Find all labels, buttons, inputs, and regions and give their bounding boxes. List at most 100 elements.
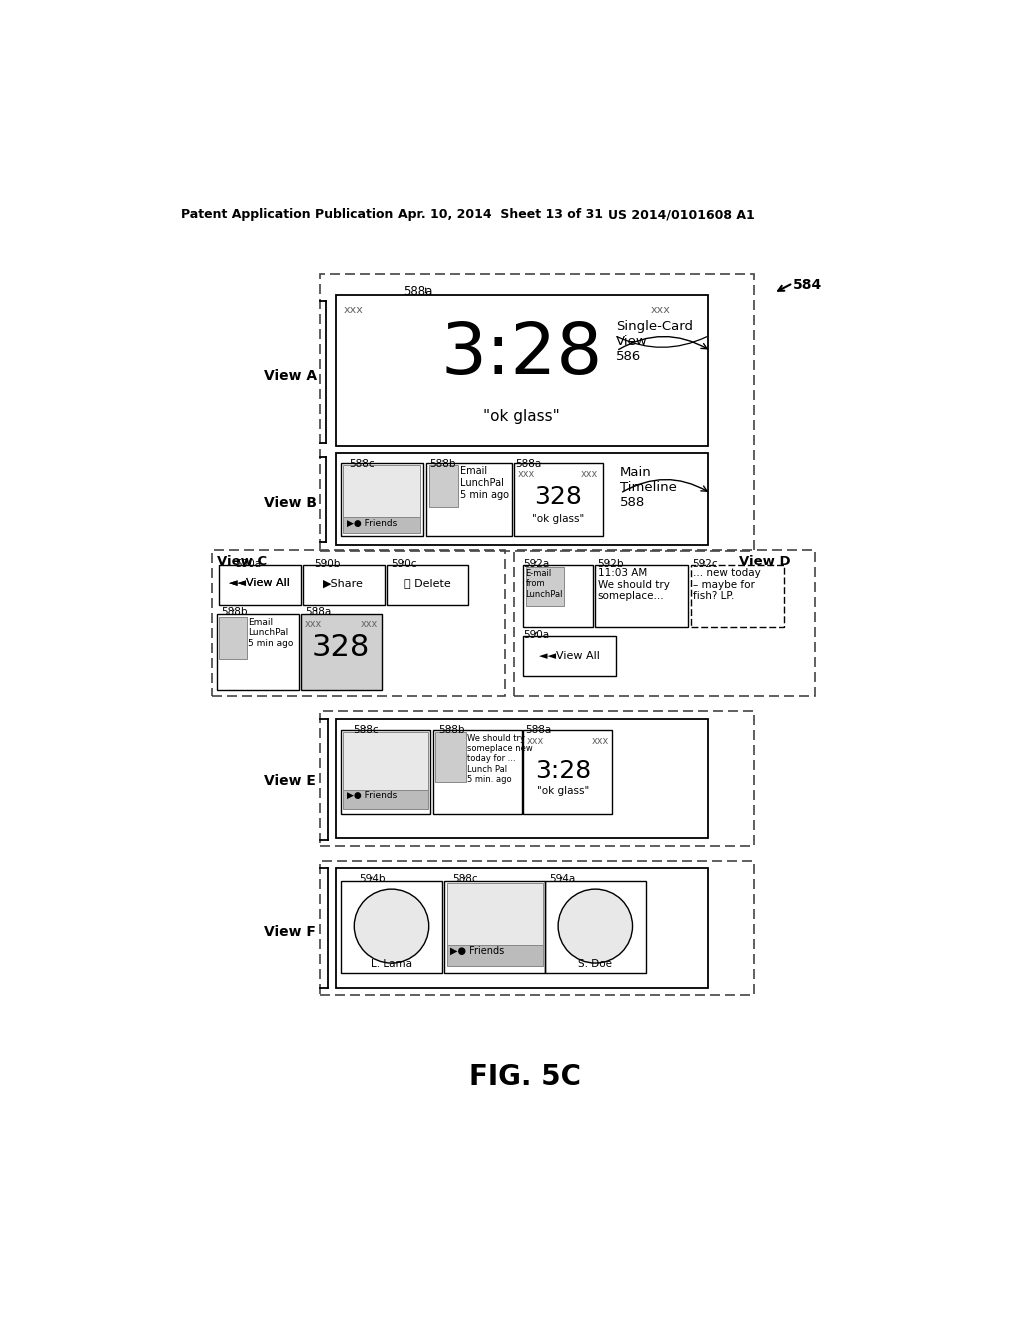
Text: xxx: xxx: [650, 305, 671, 314]
Text: ◄◄View All: ◄◄View All: [229, 578, 290, 589]
Text: 588a: 588a: [305, 607, 331, 618]
Bar: [387, 565, 468, 605]
Bar: [545, 880, 646, 973]
Bar: [336, 453, 708, 545]
Text: 590b: 590b: [314, 558, 340, 569]
Text: View F: View F: [263, 924, 315, 939]
Text: Main
Timeline
588: Main Timeline 588: [621, 466, 677, 510]
Text: 590c: 590c: [391, 558, 417, 569]
Bar: [336, 296, 708, 446]
Text: View B: View B: [263, 496, 316, 510]
Text: Patent Application Publication: Patent Application Publication: [180, 209, 393, 222]
Text: 588b: 588b: [429, 459, 456, 469]
Text: 3:28: 3:28: [440, 321, 603, 389]
Bar: [219, 565, 301, 605]
Text: ▶Share: ▶Share: [323, 578, 364, 589]
Bar: [523, 636, 616, 676]
Text: Single-Card
View
586: Single-Card View 586: [616, 321, 693, 363]
Text: ▶● Friends: ▶● Friends: [346, 519, 397, 528]
Bar: [446, 945, 543, 966]
Text: View A: View A: [263, 368, 316, 383]
Bar: [219, 616, 247, 659]
Text: 588a: 588a: [403, 285, 432, 298]
Text: 592a: 592a: [523, 558, 550, 569]
Bar: [303, 565, 385, 605]
Bar: [514, 462, 603, 536]
Text: View D: View D: [738, 554, 791, 568]
Bar: [444, 880, 545, 973]
Circle shape: [354, 890, 429, 964]
Bar: [432, 730, 521, 814]
Text: xxx: xxx: [591, 737, 608, 746]
Text: FIG. 5C: FIG. 5C: [469, 1063, 581, 1092]
Text: 588c: 588c: [352, 725, 379, 735]
Bar: [429, 465, 458, 507]
Text: 594a: 594a: [549, 875, 575, 884]
Text: E-mail
from
LunchPal: E-mail from LunchPal: [525, 569, 563, 598]
Text: xxx: xxx: [343, 305, 364, 314]
Text: 588a: 588a: [515, 459, 542, 469]
Bar: [523, 730, 612, 814]
Bar: [514, 549, 815, 696]
Text: We should try
someplace new
today for ...
Lunch Pal
5 min. ago: We should try someplace new today for ..…: [467, 734, 534, 784]
Text: ◄◄View All: ◄◄View All: [229, 578, 290, 589]
Text: 328: 328: [535, 486, 582, 510]
Text: S. Doe: S. Doe: [579, 960, 612, 969]
Text: Apr. 10, 2014  Sheet 13 of 31: Apr. 10, 2014 Sheet 13 of 31: [397, 209, 603, 222]
Bar: [435, 733, 466, 781]
Text: 588b: 588b: [221, 607, 248, 618]
Bar: [523, 565, 593, 627]
Text: 592b: 592b: [597, 558, 624, 569]
Bar: [595, 565, 688, 627]
Bar: [341, 462, 423, 536]
Text: 592c: 592c: [692, 558, 718, 569]
Text: "ok glass": "ok glass": [483, 409, 560, 424]
Text: 588a: 588a: [525, 725, 552, 735]
Circle shape: [558, 890, 633, 964]
Bar: [525, 568, 564, 606]
Bar: [341, 880, 442, 973]
Bar: [343, 733, 428, 789]
Text: View E: View E: [263, 775, 315, 788]
Text: xxx: xxx: [518, 469, 536, 479]
Bar: [343, 789, 428, 809]
Text: 3:28: 3:28: [536, 759, 592, 783]
Bar: [212, 549, 505, 696]
Text: View C: View C: [217, 554, 267, 568]
Text: ◄◄View All: ◄◄View All: [540, 651, 600, 661]
Bar: [341, 730, 430, 814]
Text: xxx: xxx: [527, 737, 545, 746]
Text: 328: 328: [312, 632, 371, 661]
Bar: [217, 614, 299, 689]
Text: "ok glass": "ok glass": [532, 515, 585, 524]
Text: xxx: xxx: [361, 619, 378, 628]
Text: 590a: 590a: [234, 558, 261, 569]
Bar: [321, 275, 755, 552]
Text: L. Lama: L. Lama: [371, 960, 412, 969]
Text: Email
LunchPal
5 min ago: Email LunchPal 5 min ago: [248, 618, 294, 648]
Text: ▶● Friends: ▶● Friends: [450, 946, 504, 956]
Bar: [336, 869, 708, 987]
Text: "ok glass": "ok glass": [538, 785, 590, 796]
Text: 588c: 588c: [349, 459, 375, 469]
Bar: [321, 861, 755, 995]
Text: 🗑 Delete: 🗑 Delete: [403, 578, 451, 589]
Text: Email
LunchPal
5 min ago: Email LunchPal 5 min ago: [460, 466, 509, 499]
Bar: [301, 614, 382, 689]
Bar: [336, 719, 708, 838]
Text: 584: 584: [793, 277, 822, 292]
Text: US 2014/0101608 A1: US 2014/0101608 A1: [608, 209, 756, 222]
Bar: [426, 462, 512, 536]
Text: xxx: xxx: [305, 619, 322, 628]
Bar: [321, 711, 755, 846]
Bar: [343, 465, 420, 517]
Bar: [690, 565, 783, 627]
Text: 588b: 588b: [438, 725, 465, 735]
Text: 590a: 590a: [523, 630, 549, 640]
Text: ▶● Friends: ▶● Friends: [346, 792, 397, 800]
Bar: [446, 883, 543, 945]
Text: 588c: 588c: [452, 875, 477, 884]
Bar: [343, 517, 420, 533]
Text: xxx: xxx: [582, 469, 598, 479]
Text: 11:03 AM
We should try
someplace...: 11:03 AM We should try someplace...: [598, 568, 670, 601]
